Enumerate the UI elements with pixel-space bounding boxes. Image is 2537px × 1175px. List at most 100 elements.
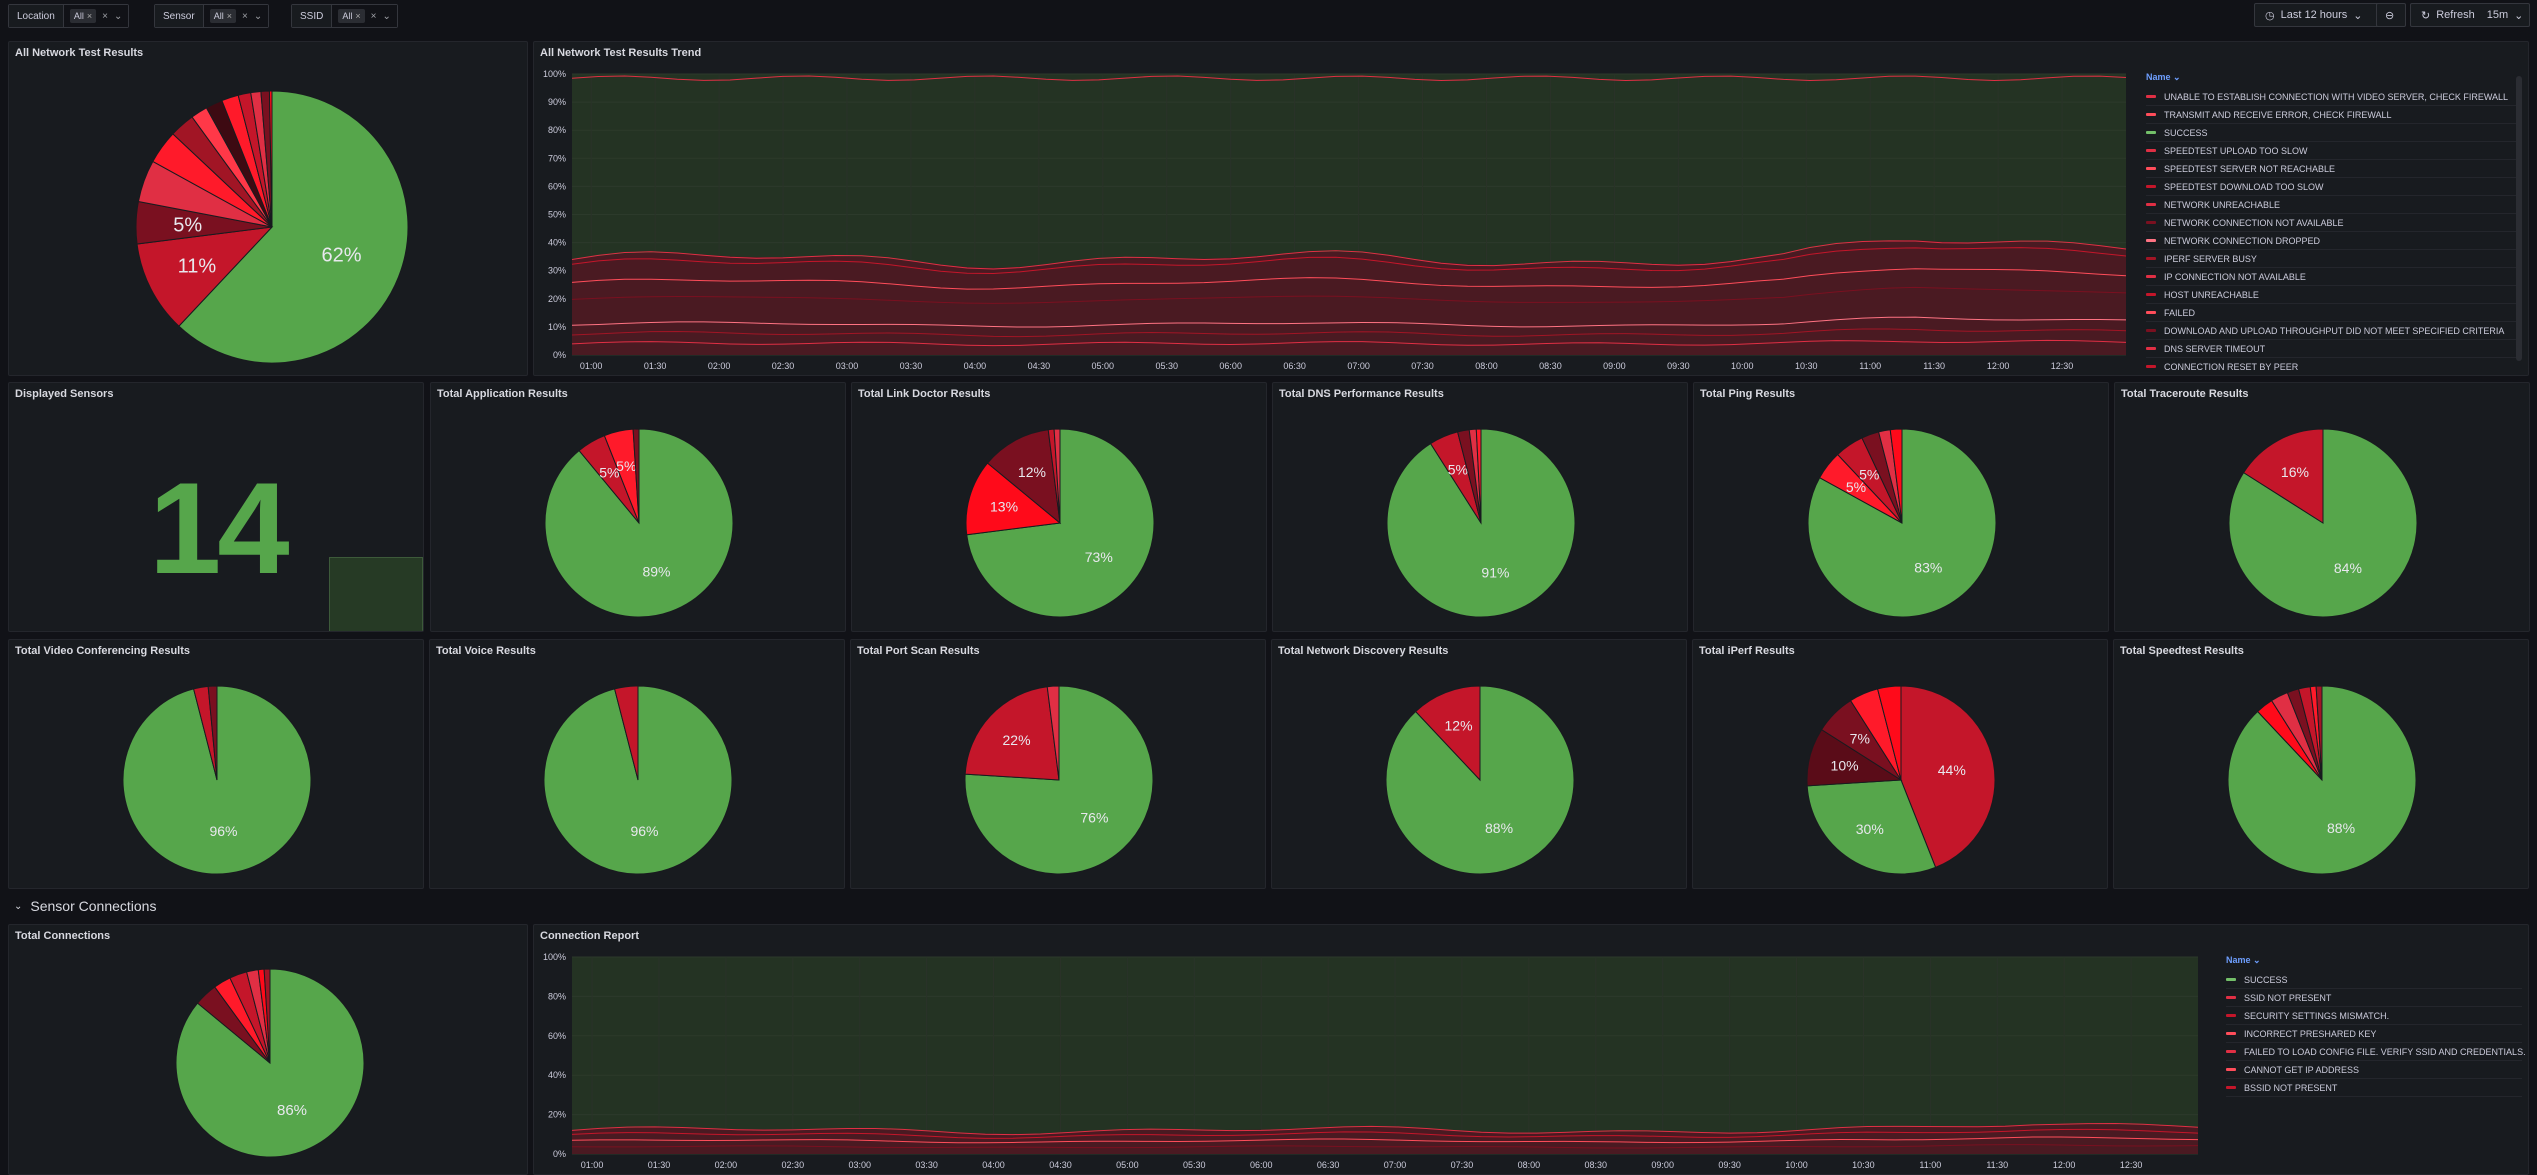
refresh-interval-picker[interactable]: 15m	[2486, 9, 2509, 21]
legend-item[interactable]: TRANSMIT AND RECEIVE ERROR, CHECK FIREWA…	[2146, 106, 2518, 124]
sensor-filter[interactable]: Sensor All × × ⌄	[154, 4, 270, 28]
ssid-filter[interactable]: SSID All × × ⌄	[291, 4, 398, 28]
x-tick-label: 05:00	[1116, 1160, 1139, 1170]
legend-item[interactable]: DNS SERVER TIMEOUT	[2146, 340, 2518, 358]
pie-slice[interactable]	[1900, 685, 1996, 869]
pie-slice[interactable]	[965, 462, 1062, 536]
x-tick-label: 04:00	[982, 1160, 1005, 1170]
pie-slice-label: 13%	[990, 499, 1018, 515]
pie-slice[interactable]	[263, 968, 271, 1064]
legend-item[interactable]: UNABLE TO ESTABLISH CONNECTION WITH VIDE…	[2146, 88, 2518, 106]
legend-item[interactable]: FAILED	[2146, 304, 2518, 322]
pie-slice[interactable]	[632, 428, 640, 524]
legend-item[interactable]: SPEEDTEST UPLOAD TOO SLOW	[2146, 142, 2518, 160]
pie-slice[interactable]	[1475, 428, 1482, 524]
filter-chip[interactable]: All ×	[338, 9, 365, 23]
series-line[interactable]	[571, 1123, 2199, 1136]
x-tick-label: 10:30	[1852, 1160, 1875, 1170]
clear-icon[interactable]: ×	[102, 10, 108, 22]
time-range-picker[interactable]: ◷ Last 12 hours ⌄	[2254, 3, 2380, 27]
pie-slice[interactable]	[1414, 685, 1481, 782]
legend-item[interactable]: SSID NOT PRESENT	[2226, 989, 2522, 1007]
zoom-out-button[interactable]: ⊖	[2376, 3, 2406, 27]
x-tick-label: 04:30	[1028, 361, 1051, 371]
pie-slice[interactable]	[1046, 685, 1060, 781]
pie-slice[interactable]	[207, 685, 218, 781]
legend-item[interactable]: SUCCESS	[2146, 124, 2518, 142]
pie-slice[interactable]	[614, 685, 639, 781]
result-pie: 83% 5%5%	[1807, 428, 1997, 618]
legend-swatch	[2226, 1032, 2236, 1035]
legend-item[interactable]: BSSID NOT PRESENT	[2226, 1079, 2522, 1097]
chip-remove-icon[interactable]: ×	[226, 11, 232, 21]
series-line[interactable]	[571, 328, 2127, 338]
pie-slice[interactable]	[964, 685, 1154, 875]
legend-item[interactable]: CONNECTION RESET BY PEER	[2146, 358, 2518, 370]
sensor-connections-row-toggle[interactable]: ⌄ Sensor Connections	[0, 893, 156, 919]
legend-label: FAILED	[2164, 307, 2196, 318]
series-line[interactable]	[571, 247, 2127, 274]
series-line[interactable]	[571, 1128, 2199, 1139]
legend-item[interactable]: NETWORK CONNECTION NOT AVAILABLE	[2146, 214, 2518, 232]
legend-item[interactable]: HOST UNREACHABLE	[2146, 286, 2518, 304]
x-tick-label: 06:30	[1283, 361, 1306, 371]
chevron-down-icon[interactable]: ⌄	[2514, 9, 2524, 22]
pie-slice[interactable]	[1877, 685, 1902, 781]
pie-slice[interactable]	[986, 429, 1061, 525]
legend-item[interactable]: SUCCESS	[2226, 971, 2522, 989]
pie-slice[interactable]	[1889, 428, 1903, 524]
chip-remove-icon[interactable]: ×	[355, 11, 361, 21]
pie-slice[interactable]	[2315, 685, 2323, 781]
series-line[interactable]	[571, 268, 2127, 290]
series-line[interactable]	[571, 316, 2127, 328]
pie-slice[interactable]	[1053, 428, 1061, 524]
pie-slice[interactable]	[136, 226, 274, 327]
pie-slice[interactable]	[1806, 779, 1937, 875]
refresh-button[interactable]: ↻ Refresh 15m ⌄	[2410, 3, 2530, 27]
series-line[interactable]	[571, 1136, 2199, 1144]
pie-slice[interactable]	[268, 90, 273, 228]
pie-slice[interactable]	[178, 90, 409, 364]
legend-label: CONNECTION RESET BY PEER	[2164, 361, 2299, 371]
pie-slice[interactable]	[964, 686, 1060, 781]
chip-remove-icon[interactable]: ×	[86, 11, 93, 21]
legend-item[interactable]: DOWNLOAD AND UPLOAD THROUGHPUT DID NOT M…	[2146, 322, 2518, 340]
panel-title: Total Link Doctor Results	[858, 388, 991, 400]
legend-item[interactable]: IP CONNECTION NOT AVAILABLE	[2146, 268, 2518, 286]
chevron-down-icon[interactable]: ⌄	[253, 10, 263, 22]
pie-slice[interactable]	[175, 968, 365, 1158]
legend-swatch	[2146, 311, 2156, 314]
legend-item[interactable]: NETWORK CONNECTION DROPPED	[2146, 232, 2518, 250]
series-line[interactable]	[571, 75, 2127, 81]
legend-item[interactable]: SECURITY SETTINGS MISMATCH.	[2226, 1007, 2522, 1025]
legend-item[interactable]: FAILED TO LOAD CONFIG FILE. VERIFY SSID …	[2226, 1043, 2526, 1061]
series-line[interactable]	[571, 240, 2127, 270]
legend-item[interactable]: INCORRECT PRESHARED KEY	[2226, 1025, 2522, 1043]
legend-label: SPEEDTEST SERVER NOT REACHABLE	[2164, 163, 2336, 174]
legend-sort-header[interactable]: Name ⌄	[2226, 955, 2261, 965]
chip-label: All	[213, 11, 224, 21]
legend-scrollbar[interactable]	[2516, 76, 2522, 361]
chevron-down-icon[interactable]: ⌄	[382, 10, 391, 22]
series-line[interactable]	[571, 1144, 2199, 1149]
filter-chip[interactable]: All ×	[209, 9, 236, 23]
series-line[interactable]	[571, 339, 2127, 347]
legend-item[interactable]: CANNOT GET IP ADDRESS	[2226, 1061, 2522, 1079]
series-line[interactable]	[571, 286, 2127, 304]
legend-swatch	[2146, 203, 2156, 206]
y-tick-label: 10%	[548, 322, 566, 332]
legend-item[interactable]: SPEEDTEST DOWNLOAD TOO SLOW	[2146, 178, 2518, 196]
chevron-down-icon[interactable]: ⌄	[113, 10, 123, 22]
filter-chip[interactable]: All ×	[69, 9, 97, 23]
location-filter[interactable]: Location All × × ⌄	[8, 4, 130, 28]
total-connections-panel: Total Connections 86%	[8, 924, 528, 1175]
legend-item[interactable]: IPERF SERVER BUSY	[2146, 250, 2518, 268]
clear-icon[interactable]: ×	[241, 10, 248, 22]
legend-sort-header[interactable]: Name ⌄	[2146, 72, 2181, 82]
clear-icon[interactable]: ×	[370, 10, 377, 22]
legend-item[interactable]: NETWORK UNREACHABLE	[2146, 196, 2518, 214]
pie-slice[interactable]	[2242, 428, 2324, 524]
panel-title: Displayed Sensors	[15, 388, 114, 400]
legend-item[interactable]: SPEEDTEST SERVER NOT REACHABLE	[2146, 160, 2518, 178]
pie-slice-label: 44%	[1938, 762, 1966, 778]
